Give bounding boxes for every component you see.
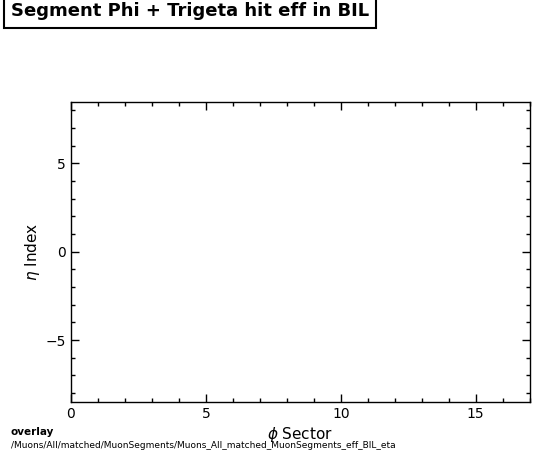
Text: overlay: overlay [11, 427, 54, 438]
Text: /Muons/All/matched/MuonSegments/Muons_All_matched_MuonSegments_eff_BIL_eta: /Muons/All/matched/MuonSegments/Muons_Al… [11, 441, 395, 450]
Text: Segment Phi + Trigeta hit eff in BIL: Segment Phi + Trigeta hit eff in BIL [11, 2, 369, 20]
Y-axis label: $\eta$ Index: $\eta$ Index [22, 223, 41, 281]
X-axis label: $\phi$ Sector: $\phi$ Sector [268, 425, 333, 444]
